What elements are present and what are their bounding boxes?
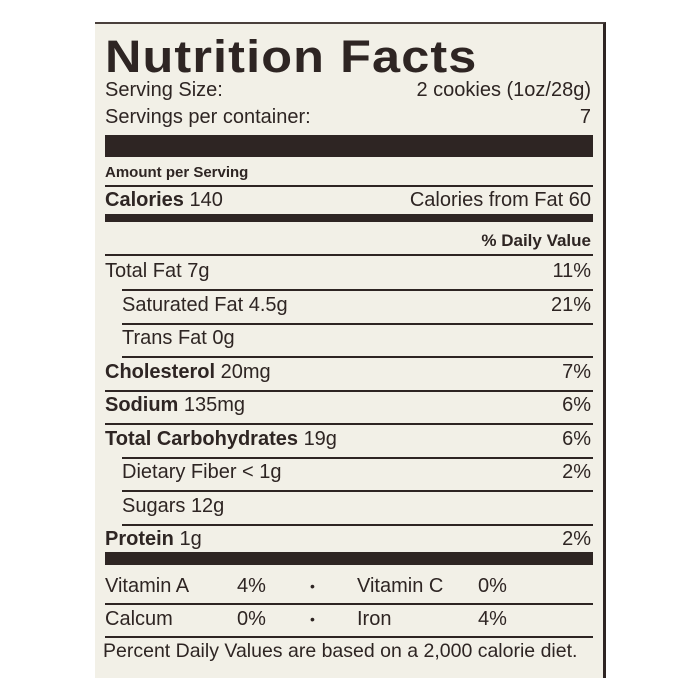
nutrient-name: Dietary Fiber < 1g [122,462,282,482]
nutrition-facts-label: Nutrition Facts Serving Size: 2 cookies … [95,22,606,678]
nutrient-label: Sugars [122,494,186,517]
nutrient-label: Saturated Fat [122,293,244,316]
vitamin-name: Iron [357,608,392,630]
nutrient-label: Trans Fat [122,327,207,349]
thick-divider [105,135,593,157]
nutrient-amount: 20mg [220,360,271,383]
vitamin-name: Vitamin C [357,575,444,597]
vitamin-daily-value: 4% [237,575,266,597]
nutrient-amount: 4.5g [248,293,288,316]
nutrient-label: Sodium [105,394,179,416]
servings-per-container-label: Servings per container: [105,106,311,128]
servings-per-container-value: 7 [579,106,591,128]
divider [122,356,593,358]
separator-dot: • [310,578,315,594]
divider [122,322,593,325]
calories-row: Calories 140 [105,190,223,210]
nutrient-amount: < 1g [242,461,282,483]
nutrient-label: Cholesterol [105,360,216,383]
vitamin-daily-value: 0% [478,575,507,597]
nutrient-name: Cholesterol 20mg [105,362,271,382]
footnote: Percent Daily Values are based on a 2,00… [103,640,578,662]
label-title: Nutrition Facts [105,31,478,82]
calories-label: Calories [105,189,184,211]
nutrient-amount: 1g [179,528,202,550]
nutrient-daily-value: 21% [550,293,591,316]
nutrient-daily-value: 2% [562,461,591,483]
vitamin-name: Calcum [105,608,173,630]
nutrient-name: Sugars 12g [122,496,224,516]
nutrient-name: Total Fat 7g [105,261,210,281]
nutrient-amount: 19g [303,427,337,450]
thick-divider [105,552,593,565]
divider [122,490,593,492]
divider [105,389,593,392]
nutrient-label: Protein [105,528,174,550]
nutrient-name: Total Carbohydrates 19g [105,429,337,449]
nutrient-daily-value: 2% [562,528,591,550]
serving-size-value: 2 cookies (1oz/28g) [416,79,591,101]
nutrient-label: Total Carbohydrates [105,427,298,450]
serving-size-label: Serving Size: [105,79,223,101]
daily-value-header: % Daily Value [481,231,591,250]
calories-value: 140 [189,189,223,211]
divider [105,423,593,425]
nutrient-name: Protein 1g [105,529,202,549]
nutrient-daily-value: 6% [562,394,591,416]
divider [105,185,593,187]
nutrient-label: Dietary Fiber [122,461,237,483]
divider [122,523,593,526]
nutrient-amount: 135mg [183,394,246,416]
nutrient-amount: 12g [190,494,225,517]
separator-dot: • [310,611,315,627]
divider [105,254,593,256]
nutrient-label: Total Fat [105,260,182,282]
calories-from-fat: Calories from Fat 60 [409,189,591,211]
nutrient-amount: 7g [187,260,210,282]
nutrient-name: Saturated Fat 4.5g [122,295,288,315]
divider [105,636,593,638]
nutrient-name: Trans Fat 0g [122,328,235,348]
divider [105,603,593,605]
divider [122,289,593,291]
divider [122,456,593,459]
nutrient-amount: 0g [212,327,235,349]
amount-per-serving: Amount per Serving [105,164,249,181]
vitamin-name: Vitamin A [105,575,190,597]
vitamin-daily-value: 0% [237,608,266,630]
nutrient-daily-value: 6% [562,427,591,450]
medium-divider [105,214,593,222]
nutrient-daily-value: 7% [562,360,591,383]
nutrient-daily-value: 11% [552,260,591,282]
nutrient-name: Sodium 135mg [105,395,245,415]
vitamin-daily-value: 4% [478,608,507,630]
